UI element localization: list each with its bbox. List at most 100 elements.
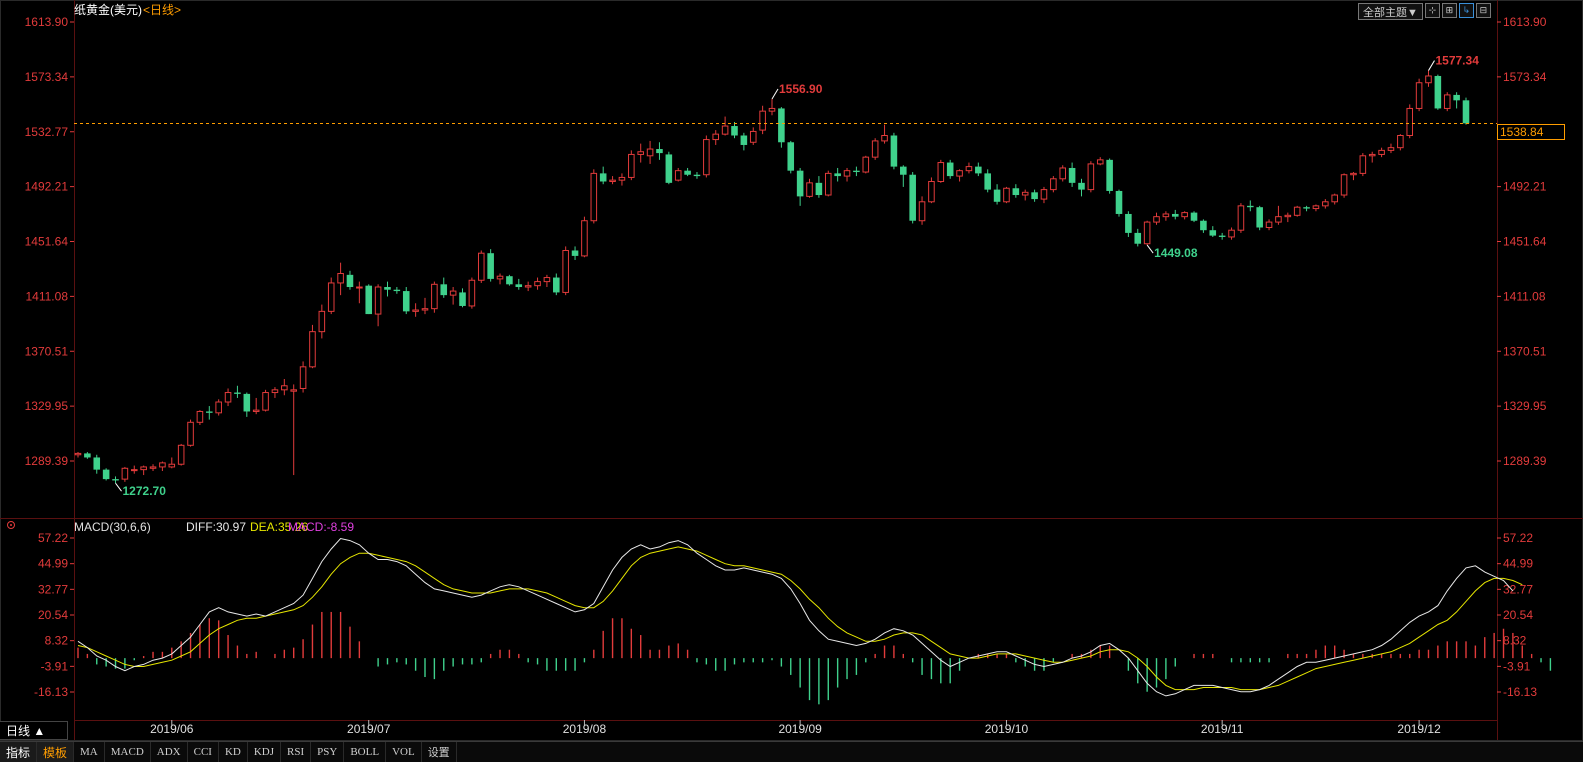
candle [93,454,101,474]
time-tick-label: 2019/06 [150,722,194,736]
tab-vol[interactable]: VOL [386,742,422,762]
candle-body [909,174,916,221]
candle-body [1096,159,1104,165]
candle [843,167,851,182]
candle-body [440,284,448,296]
candle [1181,211,1188,220]
candle-body [449,290,457,296]
candle-body [159,462,166,468]
candle [309,324,316,369]
tab-adx[interactable]: ADX [151,742,188,762]
window-icon[interactable]: ⊟ [1475,3,1491,18]
period-selector[interactable]: 日线 ▲ [0,721,68,740]
candle [909,172,916,224]
low-marker-label: 1272.70 [123,484,167,498]
candle [824,170,832,197]
high-marker-label: 1556.90 [779,82,823,96]
candle [1387,143,1395,154]
candle [768,98,776,116]
tab-kd[interactable]: KD [219,742,248,762]
tab-settings[interactable]: 设置 [422,742,457,762]
macd-tick-label-left: 32.77 [38,582,68,596]
candle-body [1153,216,1160,223]
candle [271,387,279,398]
candle [1453,92,1460,109]
candle [431,281,438,313]
candle-body [1340,174,1348,196]
candle [1228,227,1235,240]
candle-body [1453,94,1460,101]
candle [215,399,222,416]
marker-leader [115,482,122,492]
candle-body [487,253,494,279]
candle-body [168,463,176,468]
candle [881,124,888,144]
candle-body [778,108,785,143]
candle [1415,78,1423,112]
tab-kdj[interactable]: KDJ [248,742,282,762]
candle [440,277,448,298]
tab-templates[interactable]: 模板 [37,742,75,762]
candle-body [946,162,954,177]
tab-boll[interactable]: BOLL [344,742,387,762]
candle [646,140,654,164]
chart-title: 纸黄金(美元) [74,2,142,17]
candle-body [365,285,373,315]
macd-tick-label-left: -16.13 [34,685,68,699]
candle [637,143,644,163]
candle [1087,161,1095,193]
candle-body [881,135,888,142]
arrow-icon[interactable]: ↳ [1458,3,1474,18]
candle [327,277,335,315]
candle-body [468,279,476,307]
candle [693,172,701,179]
candle [778,107,785,148]
candle-body [1350,172,1357,176]
period-tag: <日线> [143,3,181,17]
tab-psy[interactable]: PSY [311,742,345,762]
tab-macd[interactable]: MACD [105,742,151,762]
candle-body [1265,221,1273,228]
candle [975,162,982,177]
low-marker-label: 1449.08 [1154,246,1198,260]
candle [159,461,166,471]
macd-tick-label-right: 32.77 [1503,582,1533,596]
candle [1256,205,1263,231]
candle [684,167,691,177]
candle [149,464,157,471]
candle-body [356,286,363,289]
candle [946,159,954,179]
candle [918,196,926,225]
indicator-settings-icon[interactable] [7,521,15,529]
candle-body [130,469,138,472]
grid-icon[interactable]: ⊞ [1441,3,1457,18]
candle-body [1087,163,1095,191]
candle-body [1397,135,1404,149]
indicator-settings-icon-dot [10,524,12,526]
tab-ma[interactable]: MA [74,742,105,762]
crosshair-icon[interactable]: ⊹ [1424,3,1440,18]
candle-body [206,411,213,413]
candle-body [553,277,560,293]
price-axis-left: 1613.90 1573.34 1532.77 1492.21 1451.64 1411.… [25,15,74,468]
theme-dropdown[interactable]: 全部主题▼ [1358,3,1423,20]
tab-indicators[interactable]: 指标 [0,742,38,762]
candle [1284,212,1292,223]
tab-rsi[interactable]: RSI [281,742,312,762]
candle-body [609,179,616,182]
candle-body [1003,187,1010,203]
candle [346,270,354,290]
candle [665,151,673,185]
candle [749,127,757,145]
diff-line [77,537,1514,697]
candle [674,167,682,182]
candle-body [787,142,795,171]
price-tick-label-left: 1492.21 [25,180,69,194]
tab-cci[interactable]: CCI [188,742,219,762]
candle [862,155,870,174]
candle [281,379,288,396]
price-tick-label-left: 1411.08 [26,289,69,303]
candle-body [140,466,147,471]
candle-body [674,170,682,181]
